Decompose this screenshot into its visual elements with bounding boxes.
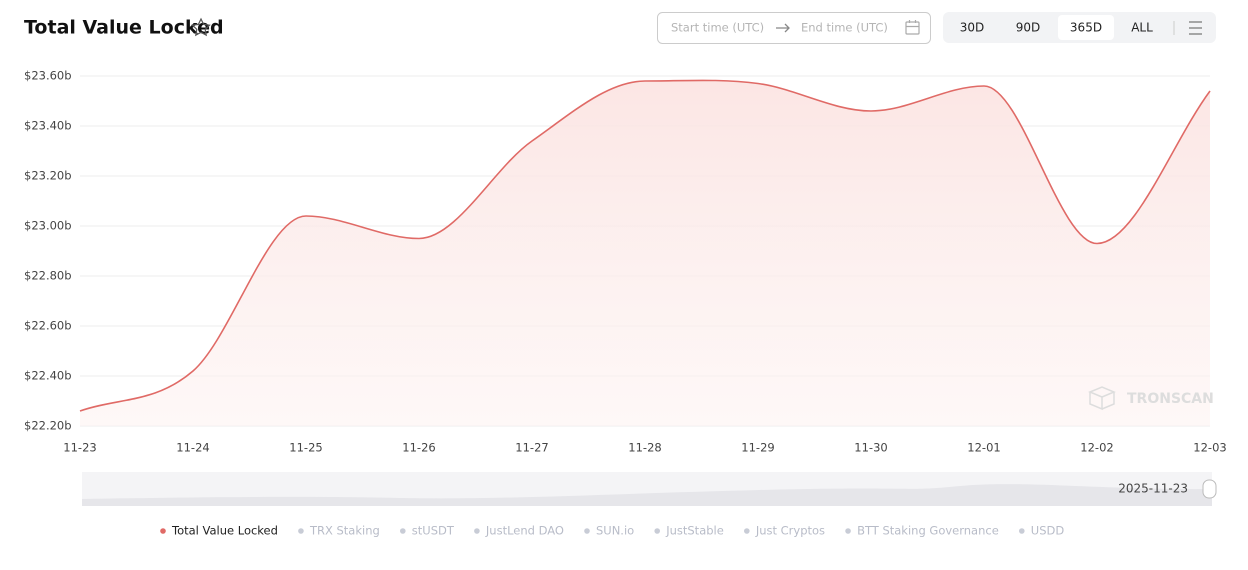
y-tick-label: $23.20b (24, 169, 72, 183)
legend-marker[interactable] (584, 528, 590, 534)
x-tick-label: 11-27 (515, 441, 548, 455)
legend-marker[interactable] (1018, 528, 1025, 534)
navigator-label: 2025-11-23 (1118, 482, 1188, 496)
navigator-area (82, 484, 1212, 506)
legend-label[interactable]: JustStable (665, 524, 724, 538)
legend-label[interactable]: Total Value Locked (171, 524, 278, 538)
legend-marker[interactable] (474, 528, 480, 534)
x-tick-label: 11-26 (402, 441, 435, 455)
legend-marker[interactable] (399, 528, 406, 534)
x-tick-label: 11-23 (63, 441, 96, 455)
y-tick-label: $23.40b (24, 119, 72, 133)
range-button[interactable]: 365D (1070, 21, 1102, 35)
x-tick-label: 12-02 (1080, 441, 1113, 455)
legend-label[interactable]: USDD (1031, 524, 1065, 538)
x-tick-label: 11-25 (289, 441, 322, 455)
y-tick-label: $23.60b (24, 69, 72, 83)
x-tick-label: 12-03 (1193, 441, 1226, 455)
legend-marker[interactable] (845, 528, 851, 534)
x-tick-label: 11-29 (741, 441, 774, 455)
legend-label[interactable]: stUSDT (412, 524, 455, 538)
arrow-icon (776, 23, 790, 33)
legend-marker[interactable] (160, 528, 166, 534)
legend-label[interactable]: JustLend DAO (485, 524, 564, 538)
date-range-input[interactable] (657, 12, 931, 44)
calendar-icon[interactable] (905, 20, 920, 35)
start-time[interactable]: Start time (UTC) (671, 21, 764, 35)
navigator-handle[interactable] (1202, 479, 1217, 499)
range-button[interactable]: ALL (1131, 21, 1153, 35)
legend-marker[interactable] (744, 528, 750, 534)
x-tick-label: 11-30 (854, 441, 887, 455)
legend-marker[interactable] (654, 528, 661, 534)
x-tick-label: 11-28 (628, 441, 661, 455)
y-tick-label: $23.00b (24, 219, 72, 233)
y-tick-label: $22.60b (24, 319, 72, 333)
chart-title: Total Value Locked (24, 17, 224, 39)
range-active-bg (1058, 15, 1114, 40)
y-tick-label: $22.80b (24, 269, 72, 283)
range-button[interactable]: 90D (1016, 21, 1041, 35)
favorite-star[interactable] (191, 17, 211, 37)
x-tick-label: 11-24 (176, 441, 209, 455)
y-tick-label: $22.40b (24, 369, 72, 383)
legend-label[interactable]: SUN.io (596, 524, 634, 538)
legend-label[interactable]: Just Cryptos (755, 524, 825, 538)
x-tick-label: 12-01 (967, 441, 1000, 455)
legend-label[interactable]: BTT Staking Governance (857, 524, 999, 538)
y-tick-label: $22.20b (24, 419, 72, 433)
legend-label[interactable]: TRX Staking (309, 524, 380, 538)
watermark-logo (1088, 386, 1116, 411)
end-time[interactable]: End time (UTC) (801, 21, 888, 35)
watermark: TRONSCAN (1127, 391, 1214, 407)
legend-marker[interactable] (298, 528, 304, 534)
menu-icon[interactable] (1189, 21, 1202, 35)
line (79, 79, 1211, 412)
area (80, 80, 1210, 426)
range-button[interactable]: 30D (960, 21, 985, 35)
